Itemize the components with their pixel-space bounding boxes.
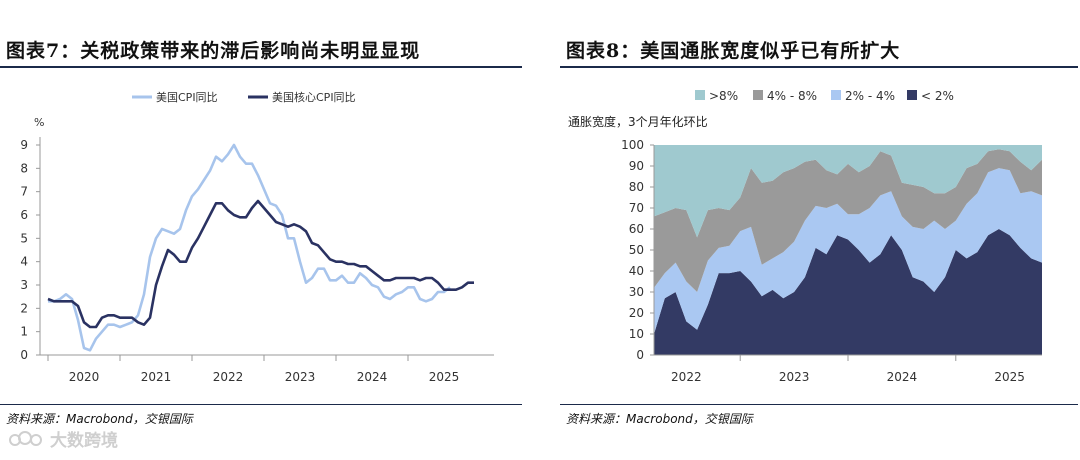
right-title-rule <box>560 66 1078 68</box>
x-tick-label: 2025 <box>994 370 1025 384</box>
legend-swatch-b24 <box>831 90 841 100</box>
left-line-chart: % 0 1 2 3 4 5 6 7 8 9 2020 2021 2022 2023 2024 2025 美国CPI… <box>20 90 494 384</box>
legend-swatch-gt8 <box>695 90 705 100</box>
right-area-chart: 通胀宽度，3个月年化环比 0 10 20 30 40 50 60 70 80 90 100 2022 20… <box>568 89 1042 384</box>
legend-label-b24: 2% - 4% <box>845 89 895 103</box>
chart-subtitle: 通胀宽度，3个月年化环比 <box>568 114 708 129</box>
area-lt2 <box>654 229 1042 355</box>
legend-label-cpi: 美国CPI同比 <box>156 91 218 104</box>
y-tick-label: 3 <box>20 278 28 292</box>
y-tick-label: 100 <box>621 138 644 152</box>
legend-label-gt8: >8% <box>709 89 738 103</box>
legend-swatch-lt2 <box>907 90 917 100</box>
y-tick-label: 50 <box>629 243 644 257</box>
left-title-rule <box>0 66 522 68</box>
right-source-note: 资料来源：Macrobond，交银国际 <box>566 412 753 426</box>
legend-swatch-b48 <box>753 90 763 100</box>
y-tick-label: 70 <box>629 201 644 215</box>
area-2-4 <box>654 168 1042 334</box>
cloud-logo-icon <box>9 430 42 446</box>
area-4-8 <box>654 149 1042 292</box>
watermark-text: 大数跨境 <box>50 431 118 451</box>
y-tick-label: 30 <box>629 285 644 299</box>
y-tick-label: 0 <box>636 348 644 362</box>
x-tick-label: 2020 <box>69 370 100 384</box>
left-figure-title: 图表7：关税政策带来的滞后影响尚未明显显现 <box>6 40 421 62</box>
left-figure-panel: 图表7：关税政策带来的滞后影响尚未明显显现 % 0 1 2 3 4 5 6 7 8 9 2020 202… <box>0 40 522 426</box>
y-tick-label: 8 <box>20 161 28 175</box>
y-tick-label: 0 <box>20 348 28 362</box>
cpi-series-line <box>48 143 451 352</box>
y-tick-label: 20 <box>629 306 644 320</box>
left-source-rule <box>0 404 522 405</box>
y-tick-label: 5 <box>20 231 28 245</box>
x-tick-label: 2023 <box>779 370 810 384</box>
watermark: 大数跨境 <box>8 426 118 451</box>
y-tick-label: 90 <box>629 159 644 173</box>
y-tick-label: 9 <box>20 138 28 152</box>
x-tick-label: 2024 <box>887 370 918 384</box>
y-tick-label: 40 <box>629 264 644 278</box>
right-figure-title: 图表8：美国通胀宽度似乎已有所扩大 <box>566 40 901 62</box>
legend-label-core-cpi: 美国核心CPI同比 <box>272 90 356 104</box>
x-tick-label: 2023 <box>285 370 316 384</box>
right-source-rule <box>560 404 1078 405</box>
y-tick-label: 7 <box>20 185 28 199</box>
x-tick-label: 2024 <box>357 370 388 384</box>
y-tick-label: 2 <box>20 301 28 315</box>
right-figure-panel: 图表8：美国通胀宽度似乎已有所扩大 通胀宽度，3个月年化环比 0 10 20 30 40 5… <box>560 0 1080 460</box>
x-tick-label: 2021 <box>141 370 172 384</box>
area-gt8 <box>654 145 1042 238</box>
y-tick-label: 60 <box>629 222 644 236</box>
y-axis-unit-label: % <box>34 116 44 129</box>
core-cpi-series-line <box>47 199 474 329</box>
x-tick-label: 2025 <box>429 370 460 384</box>
y-tick-label: 10 <box>629 327 644 341</box>
legend-label-b48: 4% - 8% <box>767 89 817 103</box>
y-tick-label: 4 <box>20 255 28 269</box>
y-tick-label: 6 <box>20 208 28 222</box>
x-tick-label: 2022 <box>213 370 244 384</box>
x-tick-label: 2022 <box>671 370 702 384</box>
y-tick-label: 1 <box>20 325 28 339</box>
legend-label-lt2: < 2% <box>921 89 954 103</box>
y-tick-label: 80 <box>629 180 644 194</box>
left-source-note: 资料来源：Macrobond，交银国际 <box>6 412 193 426</box>
